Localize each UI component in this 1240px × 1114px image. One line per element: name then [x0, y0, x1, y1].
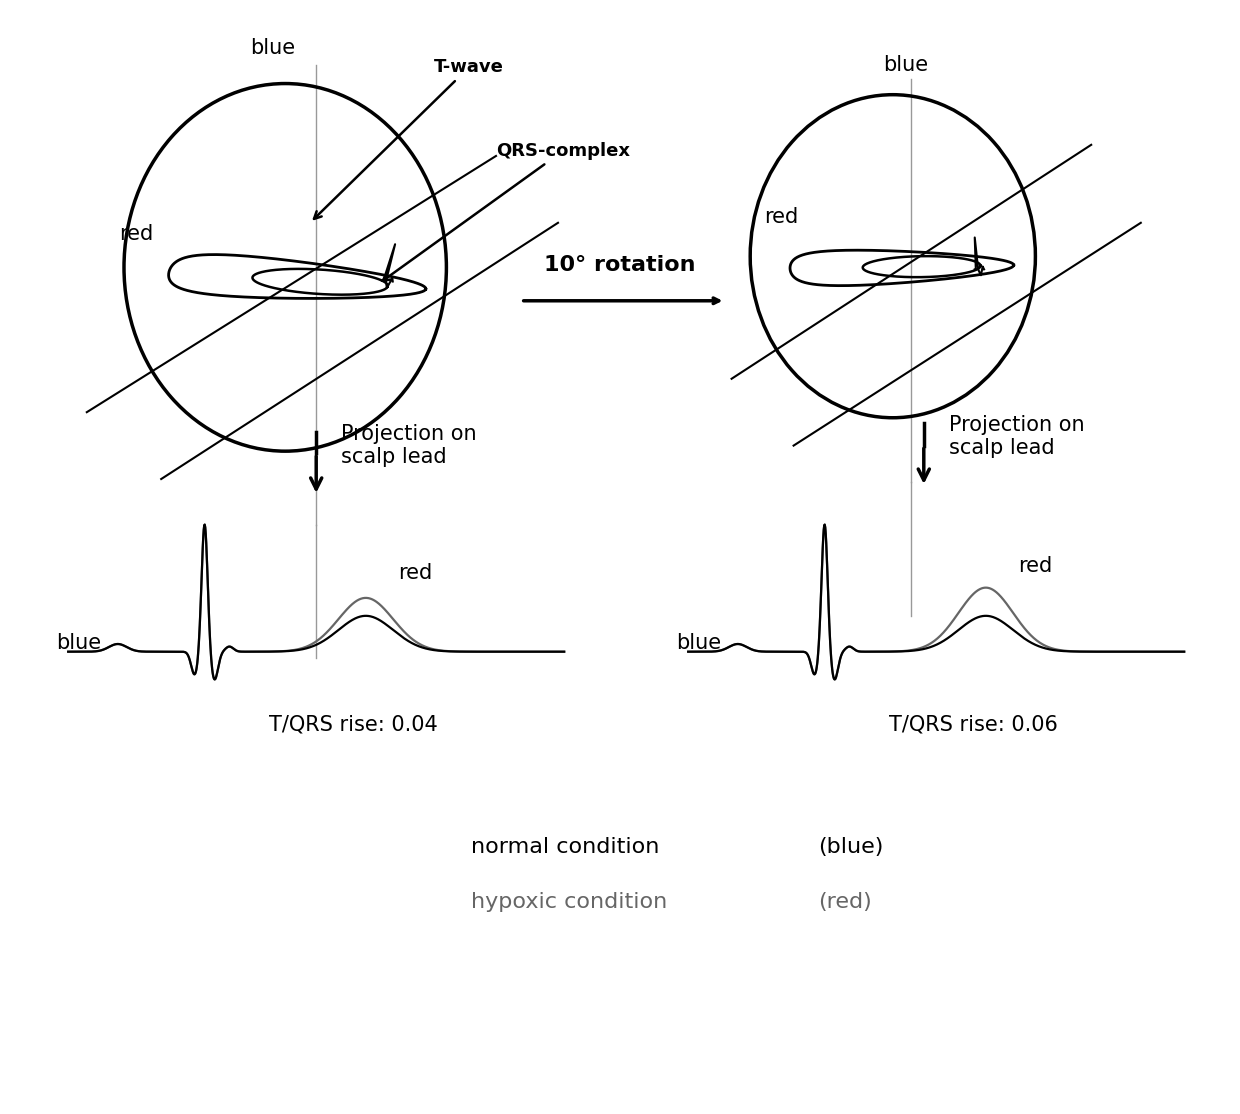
Text: blue: blue [56, 633, 100, 653]
Text: blue: blue [676, 633, 720, 653]
Text: T-wave: T-wave [314, 58, 503, 219]
Text: normal condition: normal condition [471, 837, 660, 857]
Text: (red): (red) [818, 892, 872, 912]
Text: (blue): (blue) [818, 837, 884, 857]
Text: Projection on
scalp lead: Projection on scalp lead [341, 424, 476, 467]
Text: hypoxic condition: hypoxic condition [471, 892, 667, 912]
Text: T/QRS rise: 0.04: T/QRS rise: 0.04 [269, 714, 438, 734]
Text: red: red [119, 224, 154, 244]
Text: red: red [1018, 556, 1053, 576]
Text: 10° rotation: 10° rotation [544, 255, 696, 275]
Text: blue: blue [883, 56, 928, 76]
Text: red: red [398, 563, 433, 583]
Text: red: red [764, 207, 799, 227]
Text: Projection on
scalp lead: Projection on scalp lead [949, 416, 1084, 458]
Text: QRS-complex: QRS-complex [383, 141, 630, 281]
Text: T/QRS rise: 0.06: T/QRS rise: 0.06 [889, 714, 1058, 734]
Text: blue: blue [250, 38, 295, 58]
